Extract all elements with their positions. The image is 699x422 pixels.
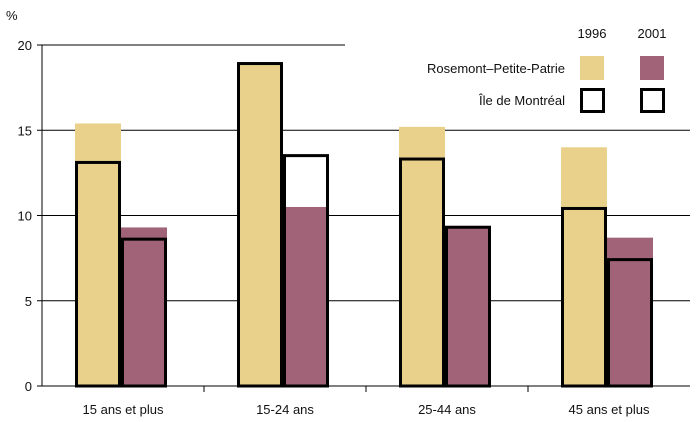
x-tick-label: 45 ans et plus bbox=[569, 402, 650, 417]
bar-rosemont-2001 bbox=[445, 227, 491, 386]
y-axis-label: % bbox=[6, 8, 18, 23]
bar-rosemont-2001 bbox=[607, 237, 653, 386]
axes: 0 5 10 15 20 15 ans et plus 15-24 ans 25-44 ans… bbox=[18, 38, 690, 417]
y-tick-label: 0 bbox=[25, 379, 32, 394]
legend-swatch-montreal-2001 bbox=[640, 88, 665, 113]
legend-year-1996: 1996 bbox=[578, 26, 607, 41]
legend-label: Île de Montréal bbox=[478, 93, 565, 108]
legend-swatch-montreal-1996 bbox=[580, 88, 605, 113]
y-tick-label: 10 bbox=[18, 209, 32, 224]
bar-rosemont-1996 bbox=[75, 123, 121, 387]
legend-swatch-rosemont-2001 bbox=[640, 56, 664, 80]
bar-rosemont-2001 bbox=[283, 206, 329, 386]
bar-rosemont-1996 bbox=[237, 62, 283, 387]
bar-rosemont-1996 bbox=[561, 147, 607, 386]
x-tick-label: 25-44 ans bbox=[418, 402, 476, 417]
bar-rosemont-2001 bbox=[121, 227, 167, 386]
y-tick-label: 20 bbox=[18, 38, 32, 53]
y-tick-label: 5 bbox=[25, 294, 32, 309]
x-tick-label: 15-24 ans bbox=[256, 402, 314, 417]
legend: 1996 2001 Rosemont–Petite-Patrie Île de Mon… bbox=[427, 26, 667, 113]
legend-year-2001: 2001 bbox=[638, 26, 667, 41]
x-tick-label: 15 ans et plus bbox=[83, 402, 164, 417]
legend-label: Rosemont–Petite-Patrie bbox=[427, 61, 565, 76]
bar-rosemont-1996 bbox=[399, 126, 445, 386]
bars bbox=[75, 62, 653, 387]
legend-swatch-rosemont-1996 bbox=[580, 56, 604, 80]
y-tick-label: 15 bbox=[18, 123, 32, 138]
